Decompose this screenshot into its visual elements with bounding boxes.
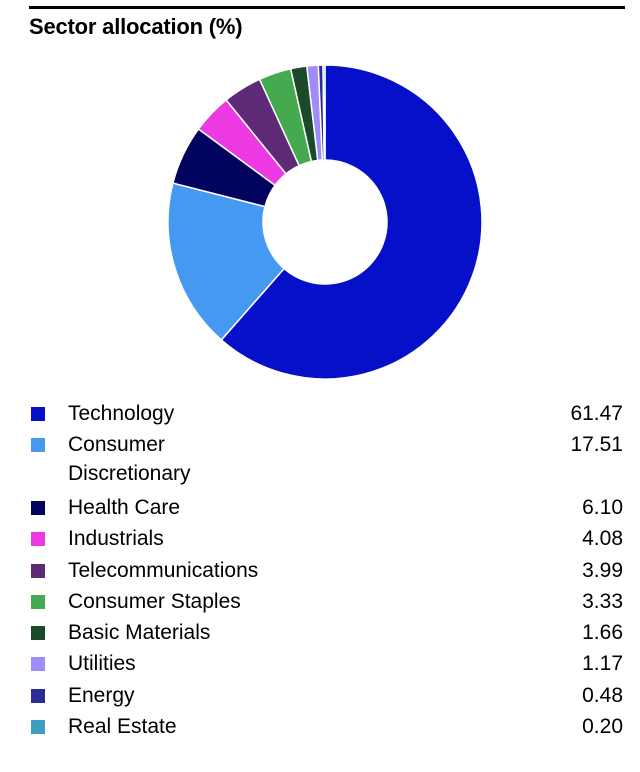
legend-label: Consumer Staples [68, 589, 241, 613]
legend-item-industrials: Industrials 4.08 [31, 525, 623, 553]
legend-item-technology: Technology 61.47 [31, 400, 623, 428]
chart-title: Sector allocation (%) [29, 14, 243, 39]
legend-label: Energy [68, 683, 135, 707]
legend-item-energy: Energy 0.48 [31, 682, 623, 710]
legend-label: Consumer [68, 433, 165, 457]
legend-value: 0.20 [582, 715, 623, 738]
legend-swatch [31, 500, 45, 515]
legend-swatch [31, 532, 45, 547]
legend-value: 6.10 [582, 495, 623, 519]
legend-swatch [31, 594, 45, 609]
top-rule [29, 6, 625, 9]
legend-item-telecommunications: Telecommunications 3.99 [31, 557, 623, 585]
legend-label: Real Estate [68, 715, 177, 738]
legend-item-utilities: Utilities 1.17 [31, 650, 623, 678]
legend-value: 4.08 [582, 527, 623, 551]
legend-value: 61.47 [570, 402, 623, 425]
legend-label: Utilities [68, 652, 136, 676]
legend-swatch [31, 688, 45, 703]
legend-value: 1.66 [582, 621, 623, 645]
legend-label: Telecommunications [68, 558, 259, 582]
legend-swatch [31, 407, 45, 421]
legend-label: Health Care [68, 495, 181, 519]
legend-item-consumer-staples: Consumer Staples 3.33 [31, 588, 623, 616]
legend-value: 3.99 [582, 558, 623, 582]
legend-value: 3.33 [582, 589, 623, 613]
legend-swatch [31, 438, 45, 453]
legend-label: Industrials [68, 527, 164, 551]
legend-label: Technology [68, 402, 175, 425]
legend-label: Basic Materials [68, 621, 211, 645]
legend-value: 17.51 [570, 433, 623, 457]
legend-value: 0.48 [582, 683, 623, 707]
legend-swatch [31, 563, 45, 578]
legend-swatch [31, 626, 45, 641]
legend-label: Discretionary [68, 462, 191, 486]
slice-real-estate [322, 64, 326, 161]
slice-consumer-discretionary [167, 182, 286, 341]
legend-value: 1.17 [582, 652, 623, 676]
donut-chart [167, 64, 483, 380]
legend-swatch [31, 657, 45, 672]
legend-item-consumer-discretionary: Consumer Discretionary 17.51 [31, 431, 623, 485]
legend-item-health-care: Health Care 6.10 [31, 494, 623, 522]
legend-swatch [31, 720, 45, 734]
legend-item-basic-materials: Basic Materials 1.66 [31, 619, 623, 647]
slice-technology [220, 64, 483, 380]
legend-item-real-estate: Real Estate 0.20 [31, 713, 623, 741]
